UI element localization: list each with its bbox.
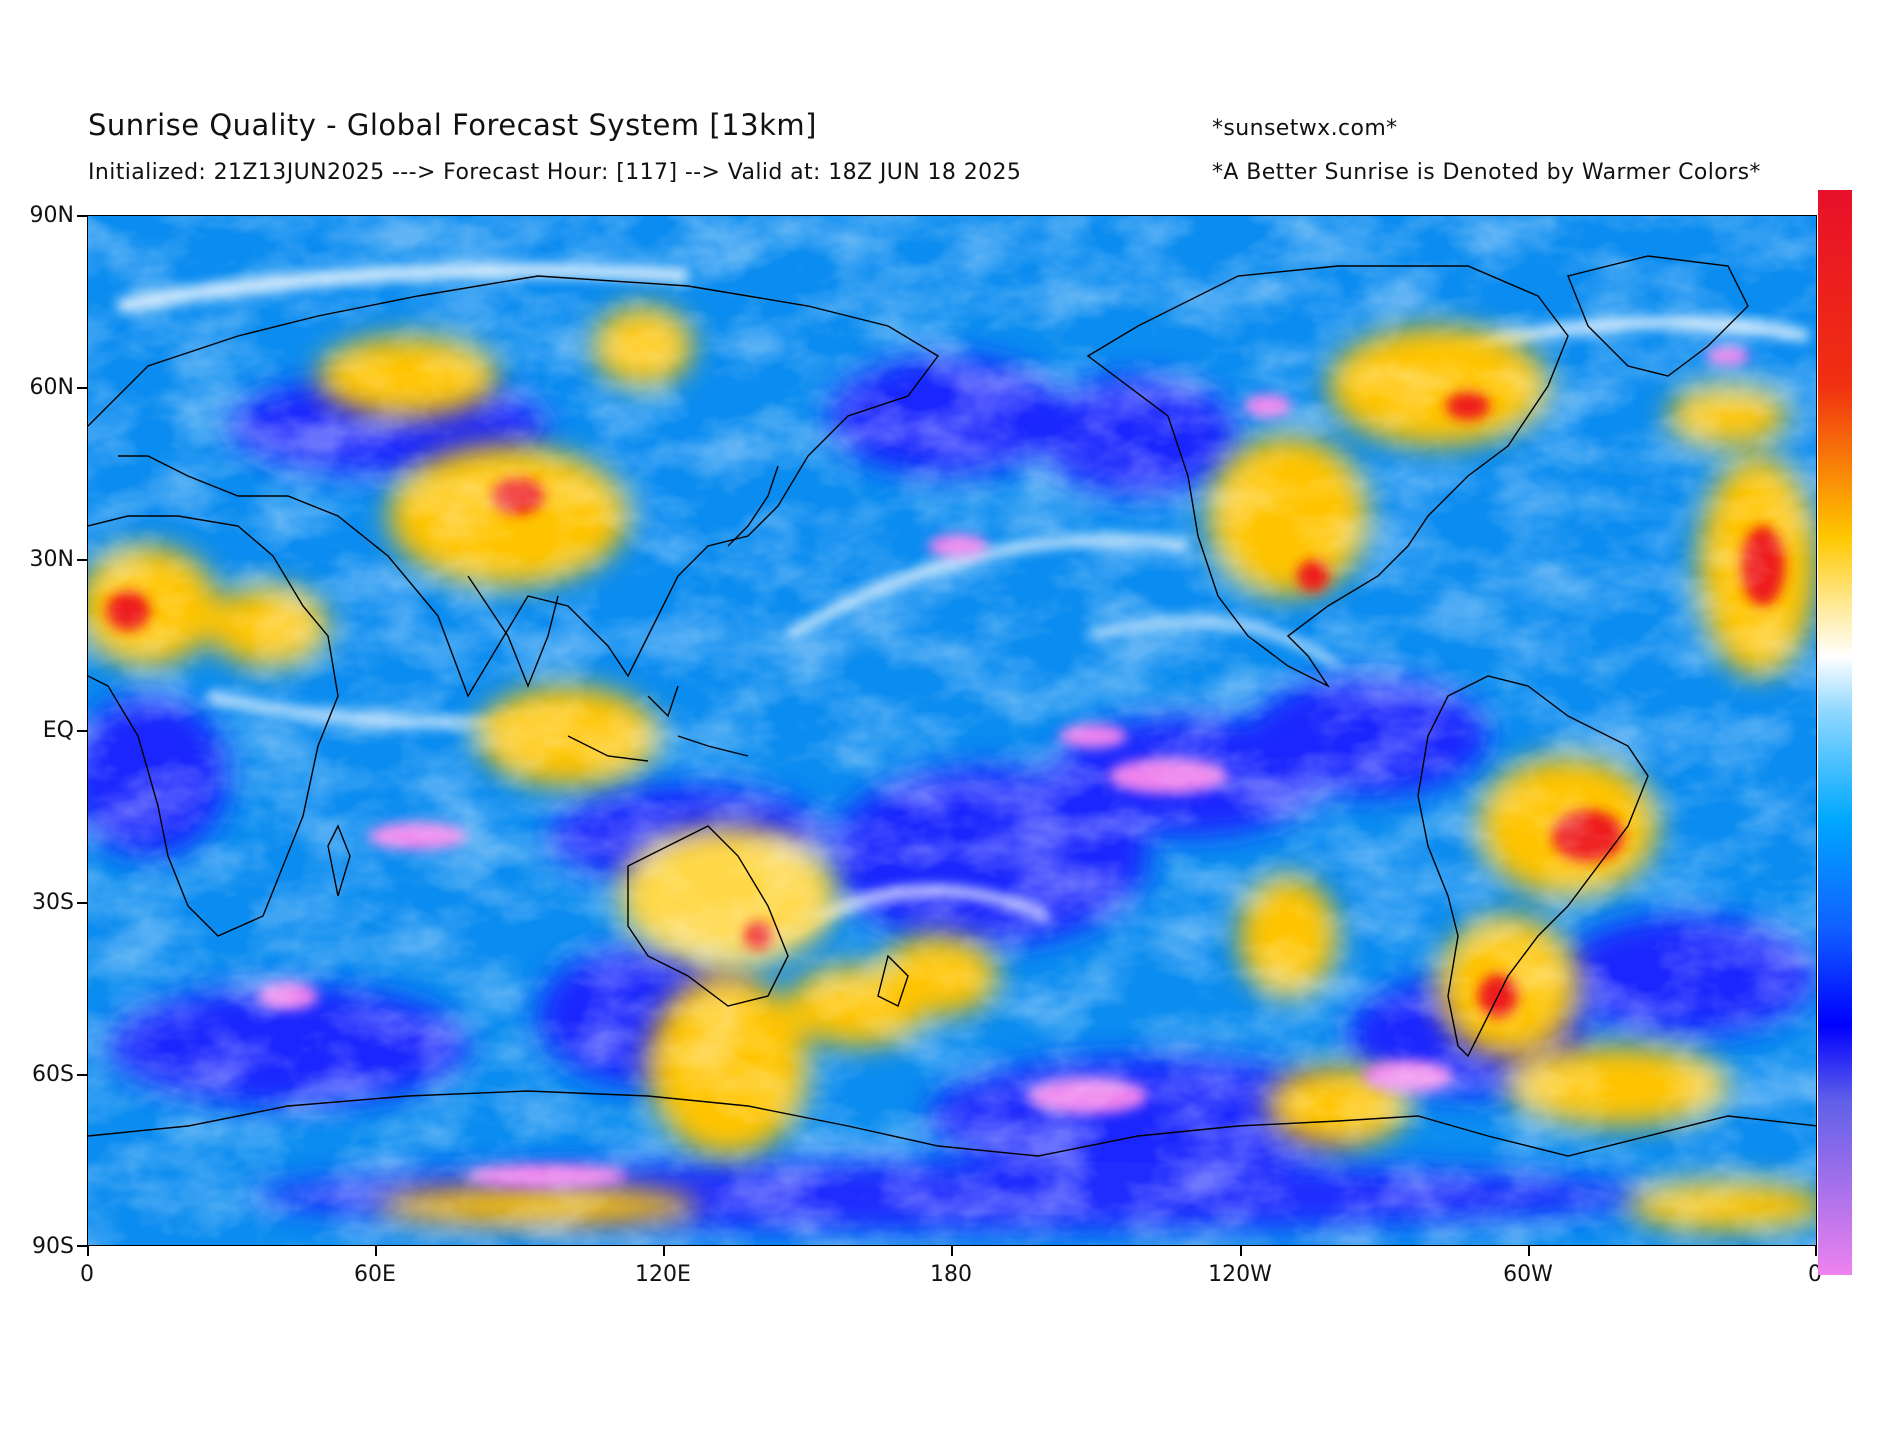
lat-label-90n: 90N <box>29 203 74 228</box>
lon-label-0: 0 <box>80 1262 94 1287</box>
lat-label-60s: 60S <box>32 1062 74 1087</box>
lon-label-120e: 120E <box>635 1262 691 1287</box>
colorbar <box>1818 190 1852 1275</box>
legend-note: *A Better Sunrise is Denoted by Warmer C… <box>1212 160 1761 185</box>
lon-label-60e: 60E <box>354 1262 396 1287</box>
lat-tick-30s <box>77 902 87 904</box>
lat-label-30s: 30S <box>32 890 74 915</box>
map-title: Sunrise Quality - Global Forecast System… <box>88 108 817 142</box>
texture <box>88 216 1816 1245</box>
lon-tick-120w <box>1240 1246 1242 1256</box>
lon-label-180: 180 <box>930 1262 972 1287</box>
site-credit: *sunsetwx.com* <box>1212 116 1398 141</box>
lon-tick-0 <box>87 1246 89 1256</box>
lon-tick-180 <box>951 1246 953 1256</box>
map-canvas <box>88 216 1816 1245</box>
lat-tick-eq <box>77 730 87 732</box>
lon-label-120w: 120W <box>1208 1262 1272 1287</box>
coastlines <box>88 255 1816 1157</box>
lat-tick-60s <box>77 1074 87 1076</box>
lon-tick-0-east <box>1815 1246 1817 1256</box>
lat-label-30n: 30N <box>29 547 74 572</box>
lat-tick-60n <box>77 387 87 389</box>
lat-label-60n: 60N <box>29 375 74 400</box>
forecast-info: Initialized: 21Z13JUN2025 ---> Forecast … <box>88 160 1022 185</box>
lon-tick-60w <box>1528 1246 1530 1256</box>
lat-label-eq: EQ <box>42 718 74 743</box>
lon-tick-120e <box>663 1246 665 1256</box>
lon-label-60w: 60W <box>1503 1262 1553 1287</box>
lat-tick-30n <box>77 559 87 561</box>
forecast-map <box>87 215 1817 1246</box>
lat-label-90s: 90S <box>32 1234 74 1259</box>
lat-tick-90n <box>77 215 87 217</box>
lon-tick-60e <box>375 1246 377 1256</box>
lat-tick-90s <box>77 1245 87 1247</box>
